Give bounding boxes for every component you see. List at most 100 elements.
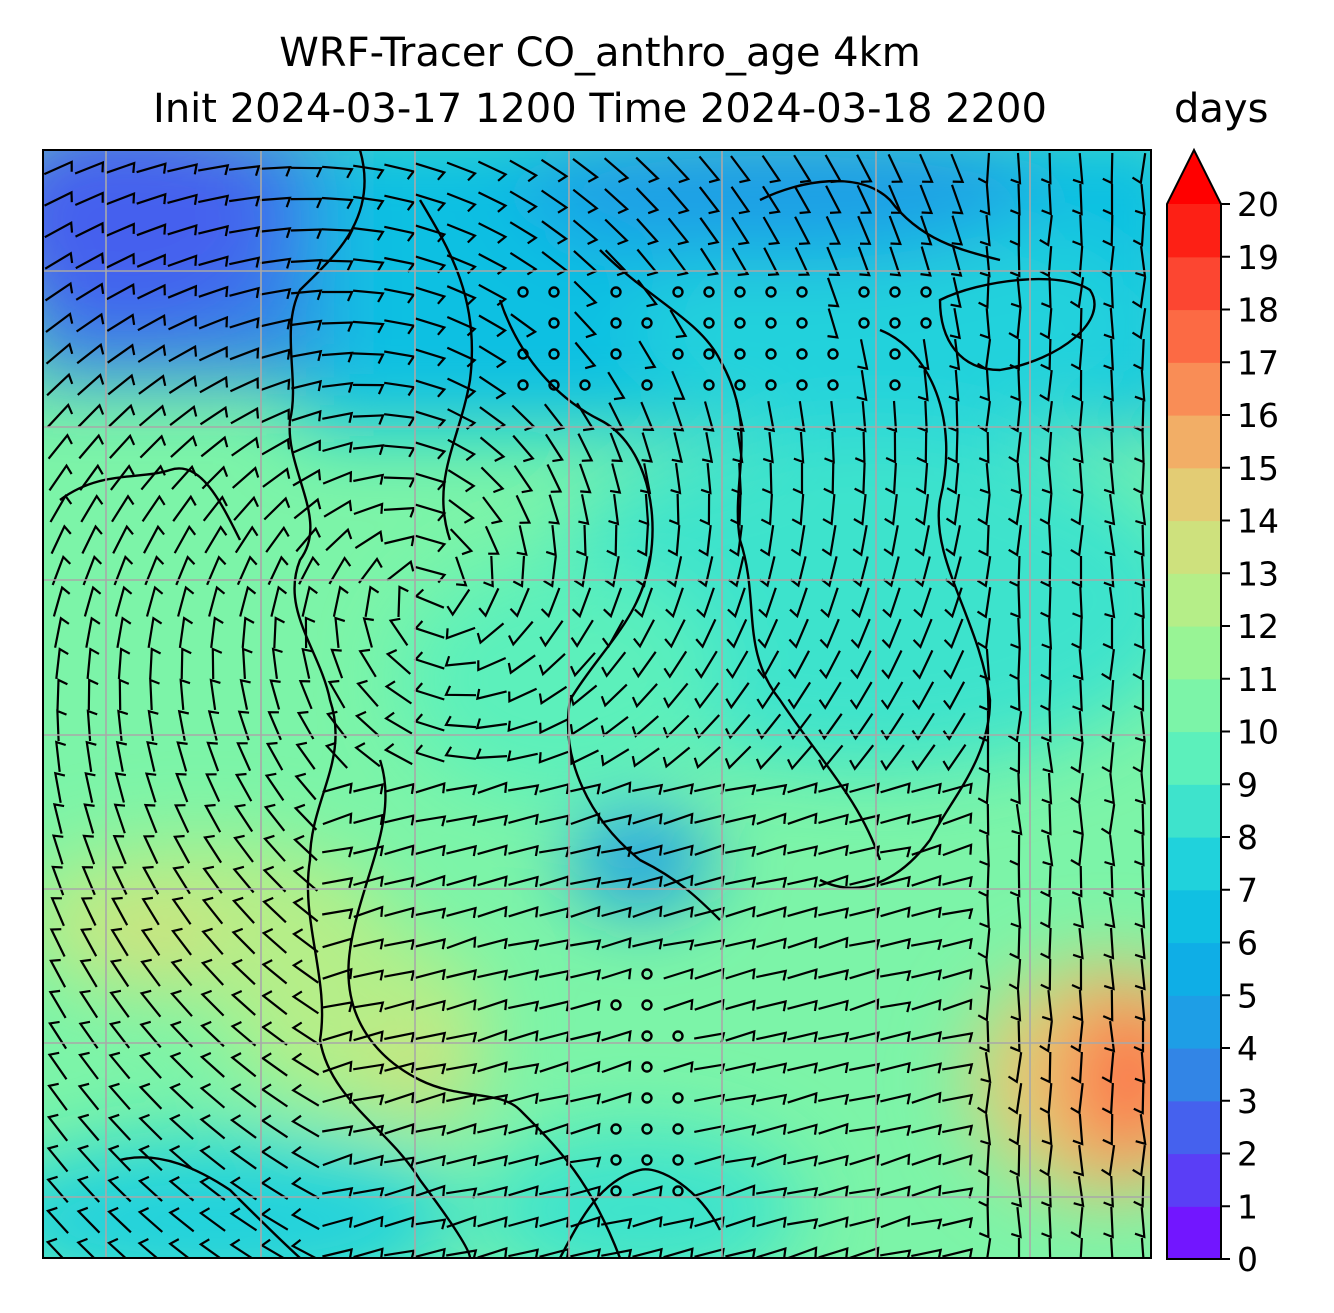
wind-barb [384, 938, 416, 951]
wind-barb [632, 905, 663, 918]
wind-barb [1072, 803, 1084, 836]
wind-barb [638, 340, 657, 370]
colorbar-segment [1167, 942, 1221, 996]
colorbar-tick-label: 19 [1237, 238, 1279, 277]
wind-barb [942, 1093, 974, 1106]
wind-barb [415, 410, 447, 429]
wind-barb [45, 342, 74, 365]
wind-barb [1072, 679, 1083, 712]
wind-barb [478, 253, 508, 275]
wind-barb [980, 1052, 992, 1084]
wind-barb [49, 958, 67, 988]
wind-barb [819, 618, 840, 649]
wind-barb [943, 649, 965, 680]
wind-barb [478, 283, 508, 307]
calm-wind-marker [703, 317, 715, 329]
wind-barb [977, 493, 991, 526]
wind-barb [139, 989, 162, 1018]
wind-barb [1040, 586, 1052, 619]
wind-barb [199, 1176, 226, 1201]
wind-barb [354, 742, 381, 768]
wind-barb [322, 782, 353, 794]
calm-wind-marker [796, 317, 808, 329]
wind-barb [1103, 308, 1115, 340]
wind-barb [979, 214, 991, 247]
wind-barb [230, 406, 260, 425]
wind-barb [1070, 1051, 1083, 1084]
wind-barb [199, 1083, 226, 1109]
wind-barb [608, 402, 625, 431]
wind-barb [353, 969, 385, 981]
colorbar-tick-label: 5 [1237, 976, 1258, 1015]
wind-barb [794, 401, 806, 433]
wind-barb [663, 812, 694, 825]
wind-barb [977, 617, 991, 650]
wind-barb [384, 711, 413, 735]
wind-barb [446, 1062, 478, 1075]
wind-barb [168, 1145, 195, 1171]
wind-barb [82, 555, 103, 586]
wind-barb [1040, 276, 1052, 309]
colorbar-tick-label: 3 [1237, 1082, 1258, 1121]
wind-barb [911, 874, 942, 887]
wind-barb [600, 748, 630, 767]
wind-barb [791, 493, 805, 526]
wind-barb [570, 1060, 601, 1073]
wind-barb [264, 772, 285, 802]
wind-barb [477, 1216, 508, 1228]
wind-barb [793, 185, 812, 215]
wind-barb [108, 1020, 131, 1049]
wind-barb [233, 834, 254, 863]
wind-barb [666, 156, 691, 184]
wind-barb [1132, 741, 1146, 774]
wind-barb [792, 463, 804, 495]
wind-barb [636, 218, 659, 246]
wind-barb [117, 647, 131, 680]
colorbar-tick-label: 4 [1237, 1029, 1258, 1068]
wind-barb [74, 191, 104, 207]
wind-barb [827, 308, 839, 339]
colorbar-tick-label: 12 [1237, 607, 1279, 646]
wind-barb [508, 1063, 540, 1075]
wind-barb [1008, 1113, 1022, 1146]
calm-wind-marker [672, 348, 684, 360]
wind-barb [177, 585, 195, 617]
wind-barb [570, 1156, 602, 1168]
wind-barb [263, 834, 286, 862]
wind-barb [446, 223, 477, 244]
wind-barb [756, 812, 787, 825]
wind-barb [262, 467, 291, 488]
wind-barb [322, 1216, 353, 1228]
calm-wind-marker [703, 286, 715, 298]
calm-wind-marker [889, 317, 901, 329]
wind-barb [508, 1248, 540, 1258]
wind-barb [446, 285, 477, 306]
wind-barb [111, 494, 135, 523]
wind-barb [109, 433, 136, 459]
wind-barb [383, 476, 416, 488]
wind-barb [601, 936, 632, 949]
wind-barb [1040, 927, 1052, 960]
wind-barb [1041, 1114, 1053, 1146]
wind-barb [756, 1062, 788, 1074]
calm-wind-marker [641, 317, 653, 329]
wind-barb [601, 1217, 633, 1230]
wind-barb [384, 1184, 415, 1197]
calm-wind-marker [672, 1185, 684, 1197]
wind-barb [477, 781, 508, 794]
wind-barb [201, 465, 229, 490]
wind-barb [570, 1093, 602, 1105]
wind-barb [882, 556, 900, 588]
wind-barb [826, 246, 841, 277]
wind-barb [787, 1123, 818, 1135]
wind-barb [477, 160, 508, 182]
colorbar-tick-label: 20 [1237, 185, 1279, 224]
wind-barb [324, 741, 349, 769]
wind-barb [1070, 741, 1084, 774]
wind-barb [229, 1145, 257, 1170]
wind-barb [290, 1176, 320, 1200]
wind-barb [75, 221, 104, 238]
wind-barb [1131, 277, 1147, 309]
wind-barb [787, 968, 818, 980]
